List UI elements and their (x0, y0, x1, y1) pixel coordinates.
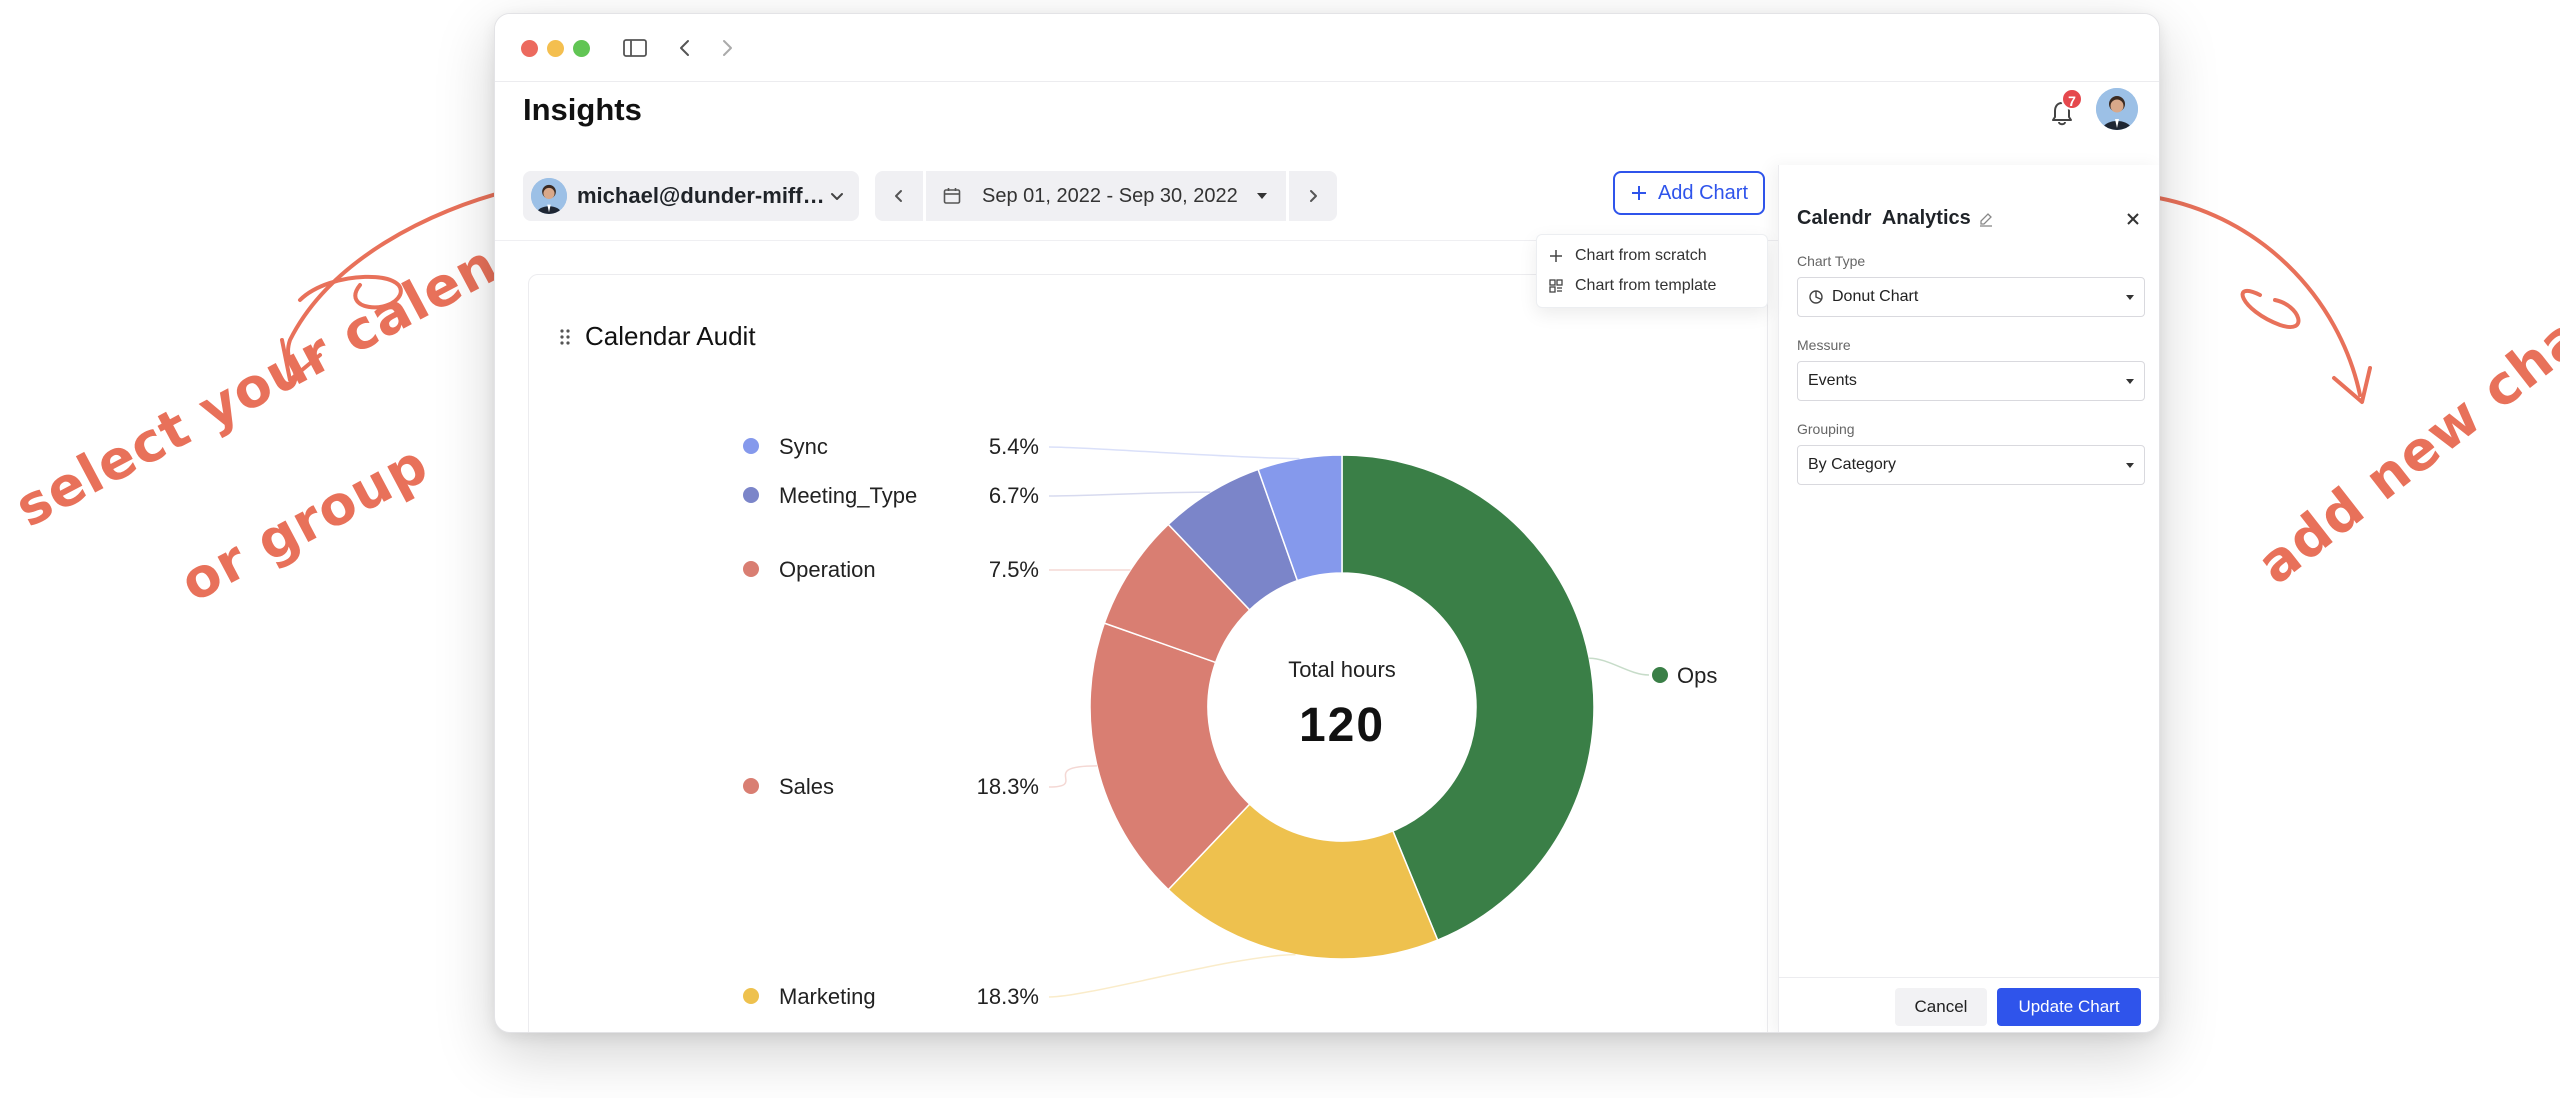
update-chart-button[interactable]: Update Chart (1997, 988, 2141, 1026)
leader-line-sales (1048, 765, 1097, 788)
add-chart-button[interactable]: Add Chart (1613, 171, 1765, 215)
right-annotation-arrow (2138, 193, 2362, 397)
measure-label: Messure (1797, 337, 1851, 353)
cancel-button[interactable]: Cancel (1895, 988, 1987, 1026)
chevron-down-icon (831, 193, 843, 200)
measure-value: Events (1808, 372, 1857, 389)
menu-item-label: Chart from template (1575, 277, 1717, 294)
back-icon[interactable] (671, 34, 699, 62)
grouping-select[interactable]: By Category (1797, 445, 2145, 485)
chart-type-label: Chart Type (1797, 253, 1866, 269)
maximize-window-button[interactable] (573, 40, 590, 57)
chart-settings-panel: Calendr Analytics Chart Type Donut Chart… (1778, 165, 2159, 1032)
donut-chart: Total hours 120 Ops Marketing 18.3% Sales 18.3… (743, 434, 1717, 1009)
notification-badge: 7 (2061, 88, 2083, 110)
date-range-picker[interactable]: Sep 01, 2022 - Sep 30, 2022 (926, 171, 1286, 221)
toolbar-divider (495, 240, 2159, 241)
avatar[interactable] (2096, 88, 2138, 130)
legend-label-sync: Sync (779, 434, 828, 459)
sidebar-toggle-icon[interactable] (621, 34, 649, 62)
add-chart-label: Add Chart (1657, 181, 1749, 204)
chevron-right-icon (1310, 190, 1317, 202)
close-icon[interactable] (2123, 209, 2143, 229)
next-period-button[interactable] (1289, 171, 1337, 221)
plus-icon (1631, 186, 1646, 200)
grouping-value: By Category (1808, 456, 1897, 473)
leader-line-meeting-type (1048, 491, 1211, 497)
card-title: Calendar Audit (559, 321, 756, 352)
annotation-add-new-chart: add new chart (2245, 270, 2560, 597)
previous-period-button[interactable] (875, 171, 923, 221)
caret-down-icon (2126, 462, 2134, 468)
center-label: Total hours (1288, 657, 1396, 682)
leader-line-sync (1048, 446, 1300, 460)
legend-percent-marketing: 18.3% (977, 984, 1039, 1009)
leader-line-ops (1589, 657, 1650, 676)
annotation-or-group: or group (170, 431, 439, 615)
title-bar (495, 14, 2159, 82)
measure-select[interactable]: Events (1797, 361, 2145, 401)
donut-slice-sales[interactable] (1089, 622, 1251, 891)
minimize-window-button[interactable] (547, 40, 564, 57)
leader-line-marketing (1048, 953, 1296, 998)
selector-avatar (531, 178, 567, 214)
center-value: 120 (1299, 699, 1385, 752)
legend-label-sales: Sales (779, 774, 834, 799)
legend-label-meeting-type: Meeting_Type (779, 483, 917, 508)
donut-slice-ops[interactable] (1341, 454, 1595, 942)
legend-percent-operation: 7.5% (989, 557, 1039, 582)
template-icon (1549, 279, 1563, 293)
legend-label-marketing: Marketing (779, 984, 876, 1009)
legend-dot-marketing (743, 988, 759, 1004)
donut-slice-sync[interactable] (1257, 454, 1343, 582)
chevron-left-icon (895, 190, 902, 202)
right-annotation-arrowhead (2332, 366, 2372, 404)
page-title: Insights (523, 92, 642, 127)
grouping-label: Grouping (1797, 421, 1855, 437)
calendar-audit-card: Calendar Audit Total hours 120 Ops Marketin… (528, 274, 1768, 1032)
drag-handle-icon[interactable] (559, 328, 571, 346)
legend-dot-sales (743, 778, 759, 794)
legend-dot-ops (1652, 667, 1668, 683)
user-avatar-icon (2096, 88, 2138, 130)
add-chart-menu: Chart from scratch Chart from template (1536, 234, 1768, 308)
menu-item-chart-from-template[interactable]: Chart from template (1537, 271, 1767, 301)
caret-down-icon (2126, 378, 2134, 384)
forward-icon[interactable] (713, 34, 741, 62)
caret-down-icon (1257, 193, 1267, 199)
right-annotation-loop (2240, 288, 2301, 329)
pie-chart-icon (1809, 290, 1823, 304)
legend-label-operation: Operation (779, 557, 876, 582)
menu-item-label: Chart from scratch (1575, 247, 1707, 264)
legend-dot-meeting-type (743, 487, 759, 503)
panel-title: Calendr Analytics (1797, 207, 1995, 230)
calendar-group-selector[interactable]: michael@dunder-mifflin.com (523, 171, 859, 221)
selected-calendar-label: michael@dunder-mifflin.com (577, 183, 827, 208)
plus-icon (1550, 250, 1562, 262)
calendar-icon (943, 188, 961, 204)
user-avatar-icon (531, 178, 567, 214)
legend-percent-meeting-type: 6.7% (989, 483, 1039, 508)
chart-type-value: Donut Chart (1832, 288, 1919, 305)
date-navigator: Sep 01, 2022 - Sep 30, 2022 (875, 171, 1337, 221)
edit-pencil-icon[interactable] (1977, 210, 1995, 228)
date-range-label: Sep 01, 2022 - Sep 30, 2022 (982, 184, 1238, 207)
legend-percent-sales: 18.3% (977, 774, 1039, 799)
donut-slice-marketing[interactable] (1167, 803, 1439, 960)
legend-dot-operation (743, 561, 759, 577)
panel-footer-divider (1779, 977, 2159, 978)
close-window-button[interactable] (521, 40, 538, 57)
menu-item-chart-from-scratch[interactable]: Chart from scratch (1537, 241, 1767, 271)
chart-type-select[interactable]: Donut Chart (1797, 277, 2145, 317)
card-title-text: Calendar Audit (585, 321, 756, 351)
panel-title-text: Calendr Analytics (1797, 207, 1971, 229)
app-window: Insights 7 michael@dunder-mifflin.com (494, 13, 2160, 1033)
legend-percent-sync: 5.4% (989, 434, 1039, 459)
legend-label-ops: Ops (1677, 663, 1717, 688)
legend-dot-sync (743, 438, 759, 454)
caret-down-icon (2126, 294, 2134, 300)
